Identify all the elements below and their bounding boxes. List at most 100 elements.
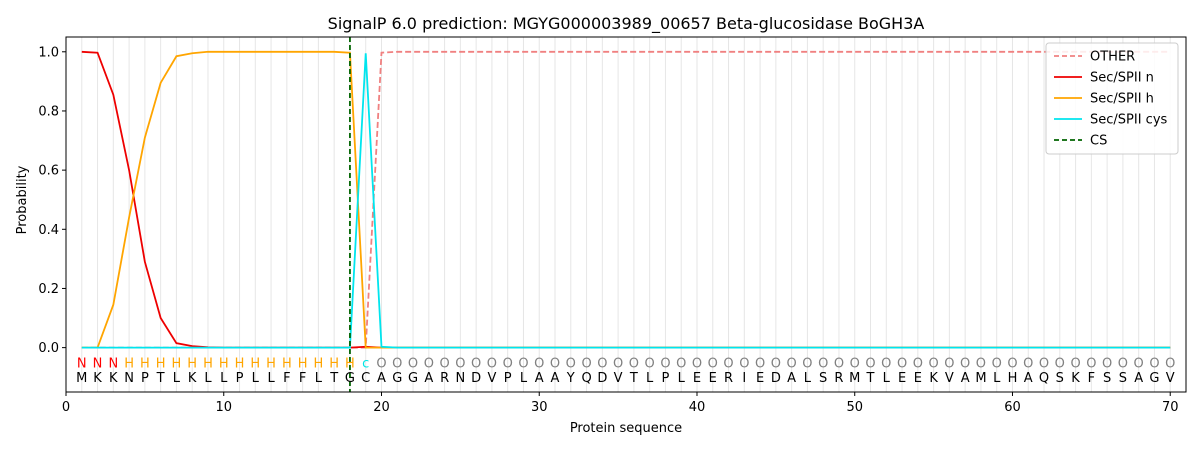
region-label: O [692, 356, 702, 371]
region-label: O [645, 356, 655, 371]
residue-label: E [898, 371, 906, 386]
residue-label: Q [1039, 371, 1049, 386]
region-label: O [1070, 356, 1080, 371]
region-label: O [802, 356, 812, 371]
residue-label: L [173, 371, 181, 386]
region-label: O [534, 356, 544, 371]
region-label: O [1055, 356, 1065, 371]
y-tick-label: 0.8 [38, 104, 59, 119]
residue-label: P [504, 371, 512, 386]
region-label: O [1149, 356, 1159, 371]
region-label: H [329, 356, 339, 371]
region-label: O [455, 356, 465, 371]
residue-label: C [361, 371, 370, 386]
residue-label: V [945, 371, 954, 386]
region-label: O [708, 356, 718, 371]
x-tick-label: 40 [689, 400, 706, 415]
residue-label: D [771, 371, 781, 386]
axes: 0 10 20 30 40 50 60 70 0.0 0.2 0.4 0.6 0.8 1.0 [38, 36, 1187, 415]
legend-label: OTHER [1090, 50, 1135, 65]
legend-label: Sec/SPII h [1090, 92, 1154, 107]
series-line-sec-spii-cys [81, 53, 1171, 349]
region-label: H [219, 356, 229, 371]
residue-label: L [993, 371, 1001, 386]
region-label: H [235, 356, 245, 371]
region-label: O [723, 356, 733, 371]
y-tick-label: 0.2 [38, 282, 59, 297]
residue-label: L [883, 371, 891, 386]
plot-frame [65, 36, 1187, 393]
region-label: O [597, 356, 607, 371]
residue-label: K [93, 371, 102, 386]
residue-label: L [315, 371, 323, 386]
residue-label: Q [581, 371, 591, 386]
residue-label: L [520, 371, 528, 386]
region-label: H [314, 356, 324, 371]
residue-label: P [141, 371, 149, 386]
region-label: O [960, 356, 970, 371]
residue-label: G [408, 371, 418, 386]
x-tick-label: 70 [1162, 400, 1179, 415]
residue-label: L [678, 371, 686, 386]
residue-label: R [440, 371, 449, 386]
region-label: O [376, 356, 386, 371]
region-label: O [944, 356, 954, 371]
x-tick-label: 10 [215, 400, 232, 415]
residue-label: M [849, 371, 860, 386]
residue-label: F [299, 371, 306, 386]
legend-label: Sec/SPII n [1090, 71, 1154, 86]
residue-label: D [597, 371, 607, 386]
region-label: H [282, 356, 292, 371]
region-label: O [1118, 356, 1128, 371]
residue-label: F [1088, 371, 1095, 386]
y-tick-label: 1.0 [38, 45, 59, 60]
region-label: H [156, 356, 166, 371]
residue-label: K [188, 371, 197, 386]
residue-label: S [1056, 371, 1064, 386]
residue-label: L [646, 371, 654, 386]
residue-label: L [204, 371, 212, 386]
legend-label: Sec/SPII cys [1090, 113, 1168, 128]
residue-label: V [1166, 371, 1175, 386]
residue-label: S [819, 371, 827, 386]
residue-label: A [424, 371, 433, 386]
residue-label: T [866, 371, 875, 386]
residue-label: L [252, 371, 260, 386]
region-label: O [755, 356, 765, 371]
residue-label: T [156, 371, 165, 386]
region-label: H [140, 356, 150, 371]
y-tick-label: 0.4 [38, 223, 59, 238]
region-label: O [550, 356, 560, 371]
region-label: O [739, 356, 749, 371]
residue-label: G [1149, 371, 1159, 386]
residue-label: A [1134, 371, 1143, 386]
region-label: O [992, 356, 1002, 371]
region-label: O [518, 356, 528, 371]
region-label: O [566, 356, 576, 371]
sequence-annotations: NMNKNKHNHPHTHLHKHLHLHPHLHLHFHFHLHTHGcCOA… [76, 356, 1175, 386]
residue-label: P [236, 371, 244, 386]
region-label: O [392, 356, 402, 371]
region-label: H [124, 356, 134, 371]
region-label: O [771, 356, 781, 371]
series-lines [81, 37, 1171, 392]
region-label: H [172, 356, 182, 371]
region-label: O [471, 356, 481, 371]
residue-label: R [834, 371, 843, 386]
region-label: H [298, 356, 308, 371]
residue-label: G [345, 371, 355, 386]
region-label: O [439, 356, 449, 371]
series-line-other [81, 50, 1171, 349]
region-label: O [408, 356, 418, 371]
region-label: O [834, 356, 844, 371]
region-label: H [250, 356, 260, 371]
region-label: H [345, 356, 355, 371]
residue-label: A [535, 371, 544, 386]
region-label: N [108, 356, 118, 371]
region-label: O [976, 356, 986, 371]
region-label: O [660, 356, 670, 371]
residue-label: N [455, 371, 465, 386]
series-line-sec-spii-h [81, 50, 1171, 349]
residue-label: N [124, 371, 134, 386]
